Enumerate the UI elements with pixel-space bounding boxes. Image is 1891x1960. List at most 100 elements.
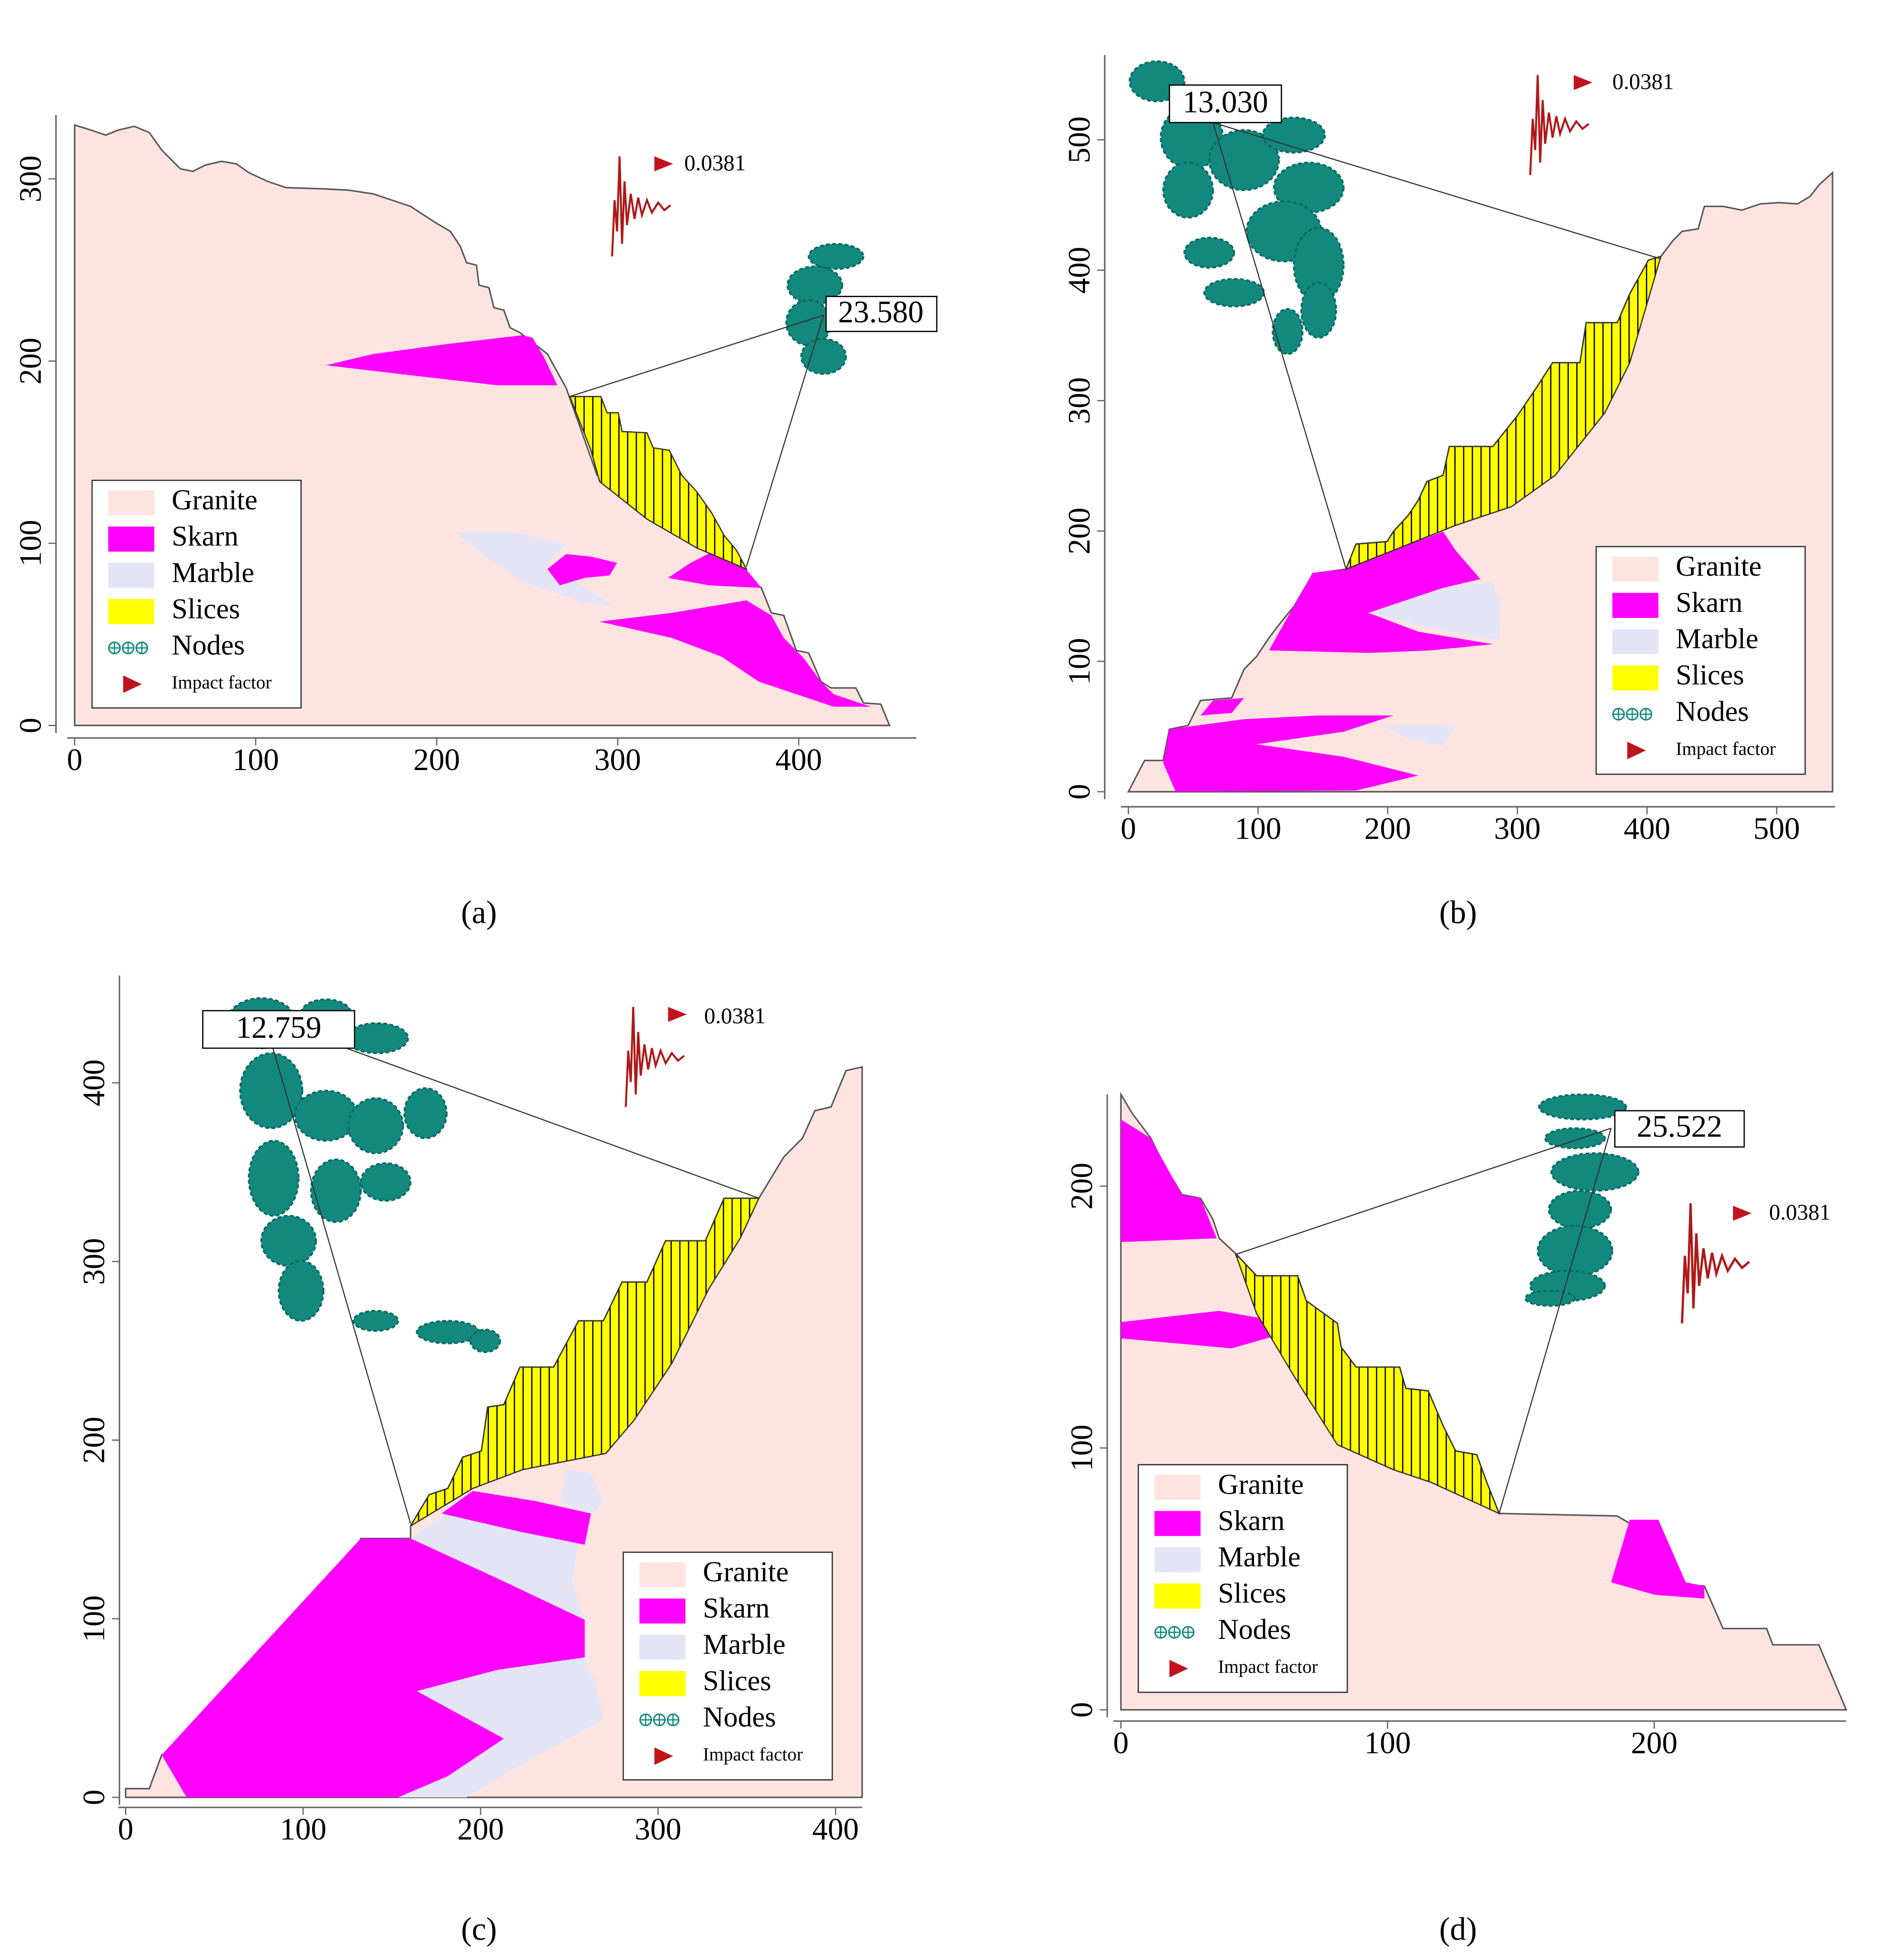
legend-label: Nodes	[703, 1701, 776, 1733]
node-cluster	[800, 338, 847, 375]
legend: Granite Skarn Marble Slices Nodes Impact fact…	[91, 479, 302, 709]
legend-label: Nodes	[172, 629, 245, 661]
legend-node-icon	[654, 1714, 665, 1726]
legend-swatch	[1612, 592, 1659, 618]
node-cluster	[278, 1260, 325, 1322]
y-tick-label: 200	[13, 337, 48, 385]
safety-factor: 23.580	[838, 295, 924, 329]
skarn	[1163, 715, 1418, 792]
node-cluster	[294, 1089, 358, 1142]
y-tick-label: 200	[77, 1416, 111, 1464]
x-tick-label: 300	[594, 742, 641, 777]
panel-b: 13.030 0.0381 (b)	[1127, 60, 1833, 930]
legend-arrow	[123, 675, 142, 693]
legend-label: Marble	[1676, 623, 1758, 655]
y-tick-label: 100	[13, 520, 48, 567]
legend-box	[1595, 546, 1806, 775]
legend-swatch	[639, 1598, 686, 1624]
legend-label: Skarn	[1218, 1505, 1284, 1536]
axes: 0 100 200 300 400 500 0 100 200 300 400 500 Granite S…	[1062, 55, 1835, 846]
legend-swatch	[1612, 556, 1659, 582]
legend-swatch	[108, 563, 154, 588]
node-cluster	[1262, 116, 1326, 154]
slices	[410, 1197, 760, 1527]
skarn	[1121, 1119, 1217, 1242]
fs-box	[202, 1010, 355, 1049]
skarn	[1269, 531, 1493, 653]
legend-node-icon	[109, 642, 120, 654]
x-tick-label: 200	[1365, 811, 1411, 846]
x-tick-label: 0	[1121, 811, 1136, 846]
skarn	[1200, 698, 1245, 716]
slip-radius	[569, 314, 824, 397]
fs-box	[1168, 84, 1282, 123]
safety-factor: 12.759	[236, 1010, 322, 1045]
node-cluster	[807, 243, 864, 270]
legend-label: Slices	[1676, 659, 1744, 691]
node-cluster	[248, 1140, 300, 1217]
slip-radius	[1213, 122, 1661, 260]
slip-radius	[336, 1044, 759, 1199]
panel-label: (c)	[461, 1912, 497, 1947]
x-tick-label: 200	[413, 742, 460, 777]
y-tick-label: 300	[13, 155, 48, 202]
legend: Granite Skarn Marble Slices Nodes Impact fact…	[1138, 1464, 1348, 1693]
y-tick-label: 200	[1062, 507, 1096, 554]
legend-node-icon	[1168, 1627, 1180, 1638]
x-tick-label: 500	[1753, 811, 1800, 846]
node-cluster	[1293, 226, 1345, 304]
slip-radius	[1498, 1128, 1612, 1514]
fs-box	[825, 296, 938, 332]
legend-label: Slices	[703, 1665, 772, 1696]
node-cluster	[310, 1158, 362, 1223]
impact-arrow	[654, 156, 673, 172]
node-cluster	[1208, 129, 1280, 191]
legend-node-icon	[667, 1714, 679, 1726]
legend-node-icon	[640, 1714, 651, 1726]
node-cluster	[1183, 236, 1235, 269]
skarn	[599, 600, 871, 707]
y-tick-label: 0	[1064, 1702, 1099, 1718]
slices	[1235, 1252, 1500, 1515]
legend-label: Marble	[1218, 1541, 1300, 1573]
safety-factor: 13.030	[1182, 85, 1268, 119]
legend-swatch	[108, 526, 154, 552]
legend-arrow	[1169, 1660, 1188, 1677]
legend-node-icon	[1182, 1627, 1194, 1638]
node-cluster	[1300, 281, 1337, 339]
skarn	[1611, 1520, 1705, 1599]
legend-box	[91, 479, 302, 709]
node-cluster	[1524, 1290, 1576, 1307]
node-cluster	[239, 1052, 304, 1129]
panel-label: (a)	[461, 895, 497, 930]
safety-factor: 25.522	[1637, 1109, 1722, 1143]
impact-factor: 0.0381	[1769, 1200, 1831, 1225]
x-tick-label: 100	[280, 1812, 327, 1846]
node-cluster	[345, 1022, 409, 1055]
skarn	[441, 1491, 591, 1545]
x-tick-label: 200	[1631, 1725, 1678, 1760]
legend-swatch	[108, 490, 154, 515]
legend-swatch	[639, 1671, 686, 1696]
slip-radius	[746, 315, 825, 567]
x-tick-label: 300	[1494, 811, 1541, 846]
legend-label: Impact factor	[1218, 1656, 1318, 1677]
node-cluster	[360, 1162, 412, 1202]
y-tick-label: 400	[1062, 247, 1096, 294]
legend-label: Granite	[1218, 1469, 1303, 1500]
legend-node-icon	[136, 642, 148, 654]
seismic-wave	[1530, 75, 1589, 175]
x-tick-label: 400	[1624, 811, 1670, 846]
legend-box	[622, 1551, 833, 1781]
legend-label: Nodes	[1218, 1613, 1291, 1645]
node-cluster	[1538, 1093, 1627, 1121]
marble	[1368, 582, 1500, 640]
x-tick-label: 100	[1235, 811, 1281, 846]
fs-box	[1614, 1110, 1745, 1148]
y-tick-label: 300	[77, 1238, 111, 1285]
impact-factor: 0.0381	[684, 150, 746, 175]
x-tick-label: 100	[1364, 1725, 1411, 1760]
axes: 0 100 200 300 400 0 100 200 300 400 Granite Skarn Ma…	[77, 975, 863, 1846]
node-cluster	[1550, 1152, 1640, 1192]
legend-swatch	[1154, 1511, 1201, 1536]
